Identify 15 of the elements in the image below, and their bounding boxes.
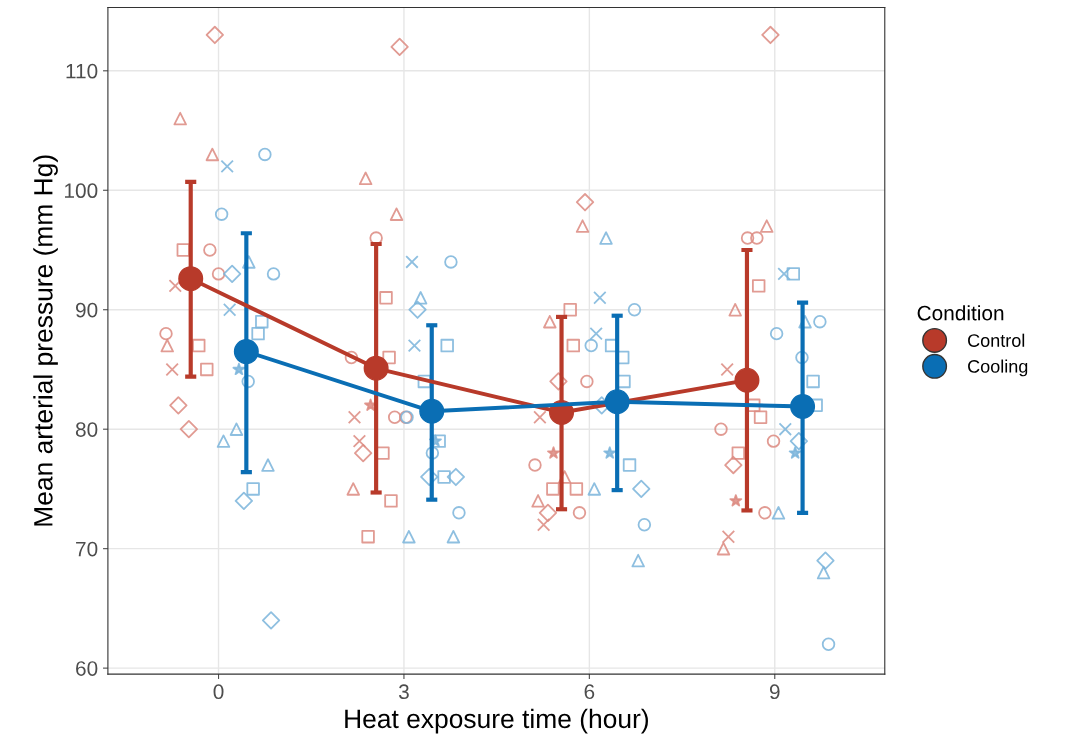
x-axis-title: Heat exposure time (hour) — [345, 708, 648, 734]
y-axis-title: Mean arterial pressure (mm Hg) — [33, 155, 58, 526]
x-tick-label: 6 — [584, 684, 595, 700]
y-tick-label: 90 — [75, 302, 98, 318]
x-tick-label: 3 — [398, 684, 409, 700]
legend-label: Cooling — [968, 359, 1028, 377]
y-tick-label: 60 — [76, 661, 98, 676]
x-tick-label: 9 — [769, 684, 780, 700]
y-tick-label: 70 — [76, 541, 98, 557]
y-tick-label: 80 — [75, 422, 98, 437]
legend-label: Control — [968, 333, 1025, 347]
legend-title: Condition — [917, 305, 1004, 321]
y-tick-label: 110 — [66, 63, 98, 79]
x-tick-label: 0 — [213, 684, 224, 700]
y-tick-label: 100 — [65, 183, 98, 199]
